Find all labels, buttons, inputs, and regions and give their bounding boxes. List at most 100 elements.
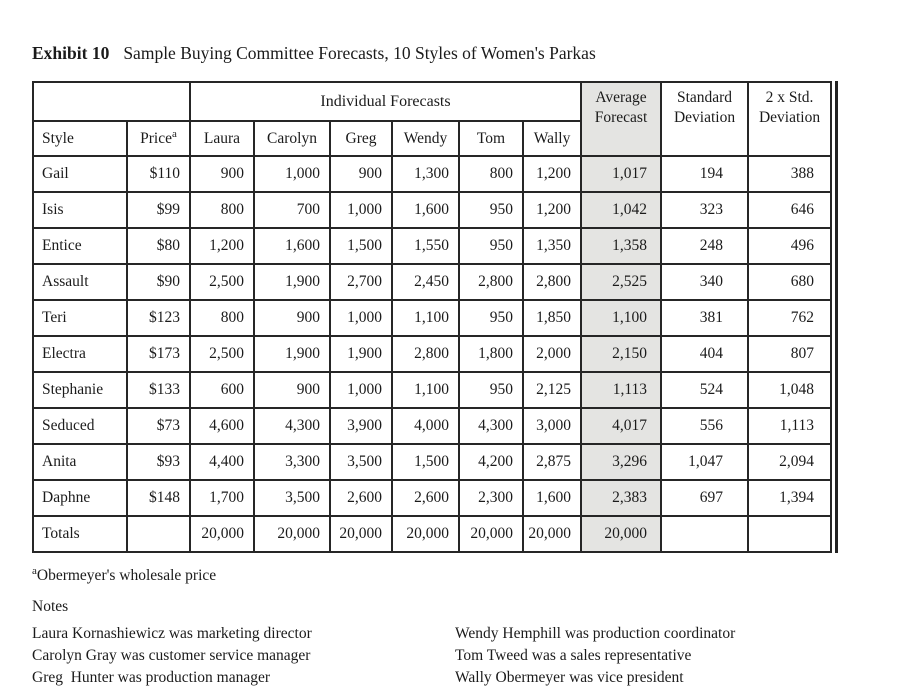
forecast-cell: 4,200 bbox=[458, 443, 524, 481]
totals-forecast-cell: 20,000 bbox=[458, 515, 524, 553]
price-cell: $73 bbox=[126, 407, 191, 445]
forecast-cell: 1,500 bbox=[329, 227, 393, 265]
header-price-superscript: a bbox=[171, 128, 177, 141]
forecast-cell: 2,700 bbox=[329, 263, 393, 301]
forecast-cell: 1,900 bbox=[253, 335, 331, 373]
forecast-cell: 900 bbox=[253, 371, 331, 409]
note-wendy: Wendy Hemphill was production coordinato… bbox=[455, 625, 736, 643]
average-forecast-cell: 2,150 bbox=[580, 335, 663, 373]
forecast-cell: 900 bbox=[189, 155, 255, 193]
forecast-cell: 900 bbox=[329, 155, 393, 193]
forecast-cell: 2,800 bbox=[458, 263, 524, 301]
forecast-cell: 950 bbox=[458, 227, 524, 265]
std-deviation-cell: 556 bbox=[660, 407, 750, 445]
header-forecaster-wendy: Wendy bbox=[391, 120, 460, 157]
table-row-totals: Totals 20,000 20,000 20,000 20,000 20,00… bbox=[32, 515, 833, 553]
price-cell: $133 bbox=[126, 371, 191, 409]
style-cell: Electra bbox=[32, 335, 128, 373]
notes-column-right: Wendy Hemphill was production coordinato… bbox=[455, 623, 735, 689]
forecast-cell: 2,800 bbox=[391, 335, 460, 373]
table-row-electra: Electra $173 2,500 1,900 1,900 2,800 1,8… bbox=[32, 335, 833, 373]
forecast-cell: 900 bbox=[253, 299, 331, 337]
totals-forecast-cell: 20,000 bbox=[521, 515, 583, 553]
forecast-cell: 1,600 bbox=[391, 191, 460, 229]
forecast-cell: 950 bbox=[458, 191, 524, 229]
forecast-cell: 4,000 bbox=[391, 407, 460, 445]
header-average-forecast: Average Forecast bbox=[580, 81, 663, 157]
note-greg: Greg Hunter was production manager bbox=[32, 669, 271, 687]
forecast-cell: 4,400 bbox=[189, 443, 255, 481]
price-cell: $110 bbox=[126, 155, 191, 193]
forecast-cell: 2,125 bbox=[521, 371, 583, 409]
forecast-cell: 600 bbox=[189, 371, 255, 409]
table-row-daphne: Daphne $148 1,700 3,500 2,600 2,600 2,30… bbox=[32, 479, 833, 517]
notes-column-left: Laura Kornashiewicz was marketing direct… bbox=[32, 623, 455, 689]
forecast-cell: 1,000 bbox=[329, 371, 393, 409]
style-cell: Assault bbox=[32, 263, 128, 301]
style-cell: Daphne bbox=[32, 479, 128, 517]
table-row-entice: Entice $80 1,200 1,600 1,500 1,550 950 1… bbox=[32, 227, 833, 265]
price-cell: $173 bbox=[126, 335, 191, 373]
footnote-superscript: a bbox=[32, 565, 37, 577]
style-cell: Seduced bbox=[32, 407, 128, 445]
average-forecast-cell: 2,383 bbox=[580, 479, 663, 517]
forecast-table-wrapper: Individual Forecasts Average Forecast St… bbox=[32, 81, 839, 553]
forecast-cell: 800 bbox=[189, 191, 255, 229]
two-std-deviation-cell: 680 bbox=[747, 263, 833, 301]
std-deviation-cell: 248 bbox=[660, 227, 750, 265]
header-forecaster-carolyn: Carolyn bbox=[253, 120, 331, 157]
forecast-cell: 4,300 bbox=[253, 407, 331, 445]
totals-forecast-cell: 20,000 bbox=[329, 515, 393, 553]
header-forecaster-wally: Wally bbox=[521, 120, 583, 157]
std-deviation-cell: 697 bbox=[660, 479, 750, 517]
header-group-row: Individual Forecasts Average Forecast St… bbox=[32, 81, 833, 157]
table-row-anita: Anita $93 4,400 3,300 3,500 1,500 4,200 … bbox=[32, 443, 833, 481]
style-cell: Anita bbox=[32, 443, 128, 481]
totals-forecast-cell: 20,000 bbox=[253, 515, 331, 553]
price-cell: $123 bbox=[126, 299, 191, 337]
header-forecaster-greg: Greg bbox=[329, 120, 393, 157]
forecast-cell: 1,850 bbox=[521, 299, 583, 337]
style-cell: Gail bbox=[32, 155, 128, 193]
header-style: Style bbox=[32, 120, 128, 157]
two-std-deviation-cell: 388 bbox=[747, 155, 833, 193]
two-std-deviation-cell: 1,394 bbox=[747, 479, 833, 517]
forecast-cell: 2,450 bbox=[391, 263, 460, 301]
forecast-cell: 3,500 bbox=[329, 443, 393, 481]
forecast-cell: 950 bbox=[458, 371, 524, 409]
header-label-row: Style Pricea Laura Carolyn Greg Wendy To… bbox=[32, 120, 831, 157]
forecast-cell: 3,900 bbox=[329, 407, 393, 445]
forecast-cell: 1,600 bbox=[253, 227, 331, 265]
forecast-cell: 4,300 bbox=[458, 407, 524, 445]
two-std-deviation-cell: 496 bbox=[747, 227, 833, 265]
notes-heading: Notes bbox=[32, 598, 69, 616]
average-forecast-cell: 1,100 bbox=[580, 299, 663, 337]
totals-two-std-cell bbox=[747, 515, 833, 553]
forecast-cell: 1,600 bbox=[521, 479, 583, 517]
price-cell: $99 bbox=[126, 191, 191, 229]
price-cell: $90 bbox=[126, 263, 191, 301]
style-cell: Stephanie bbox=[32, 371, 128, 409]
totals-label-cell: Totals bbox=[32, 515, 128, 553]
forecast-cell: 3,500 bbox=[253, 479, 331, 517]
forecast-cell: 2,000 bbox=[521, 335, 583, 373]
price-cell: $80 bbox=[126, 227, 191, 265]
header-standard-deviation: Standard Deviation bbox=[660, 81, 750, 157]
header-individual-forecasts: Individual Forecasts bbox=[188, 81, 583, 122]
forecast-cell: 3,300 bbox=[253, 443, 331, 481]
forecast-cell: 1,900 bbox=[329, 335, 393, 373]
note-tom: Tom Tweed was a sales representative bbox=[455, 647, 692, 665]
average-forecast-cell: 1,358 bbox=[580, 227, 663, 265]
forecast-cell: 4,600 bbox=[189, 407, 255, 445]
forecast-cell: 1,200 bbox=[189, 227, 255, 265]
exhibit-title-text: Sample Buying Committee Forecasts, 10 St… bbox=[123, 43, 596, 63]
two-std-deviation-cell: 762 bbox=[747, 299, 833, 337]
std-deviation-cell: 1,047 bbox=[660, 443, 750, 481]
std-deviation-cell: 524 bbox=[660, 371, 750, 409]
forecast-cell: 1,000 bbox=[253, 155, 331, 193]
table-row-isis: Isis $99 800 700 1,000 1,600 950 1,200 1… bbox=[32, 191, 833, 229]
totals-forecast-cell: 20,000 bbox=[391, 515, 460, 553]
header-two-std-deviation: 2 x Std. Deviation bbox=[747, 81, 833, 157]
table-row-assault: Assault $90 2,500 1,900 2,700 2,450 2,80… bbox=[32, 263, 833, 301]
